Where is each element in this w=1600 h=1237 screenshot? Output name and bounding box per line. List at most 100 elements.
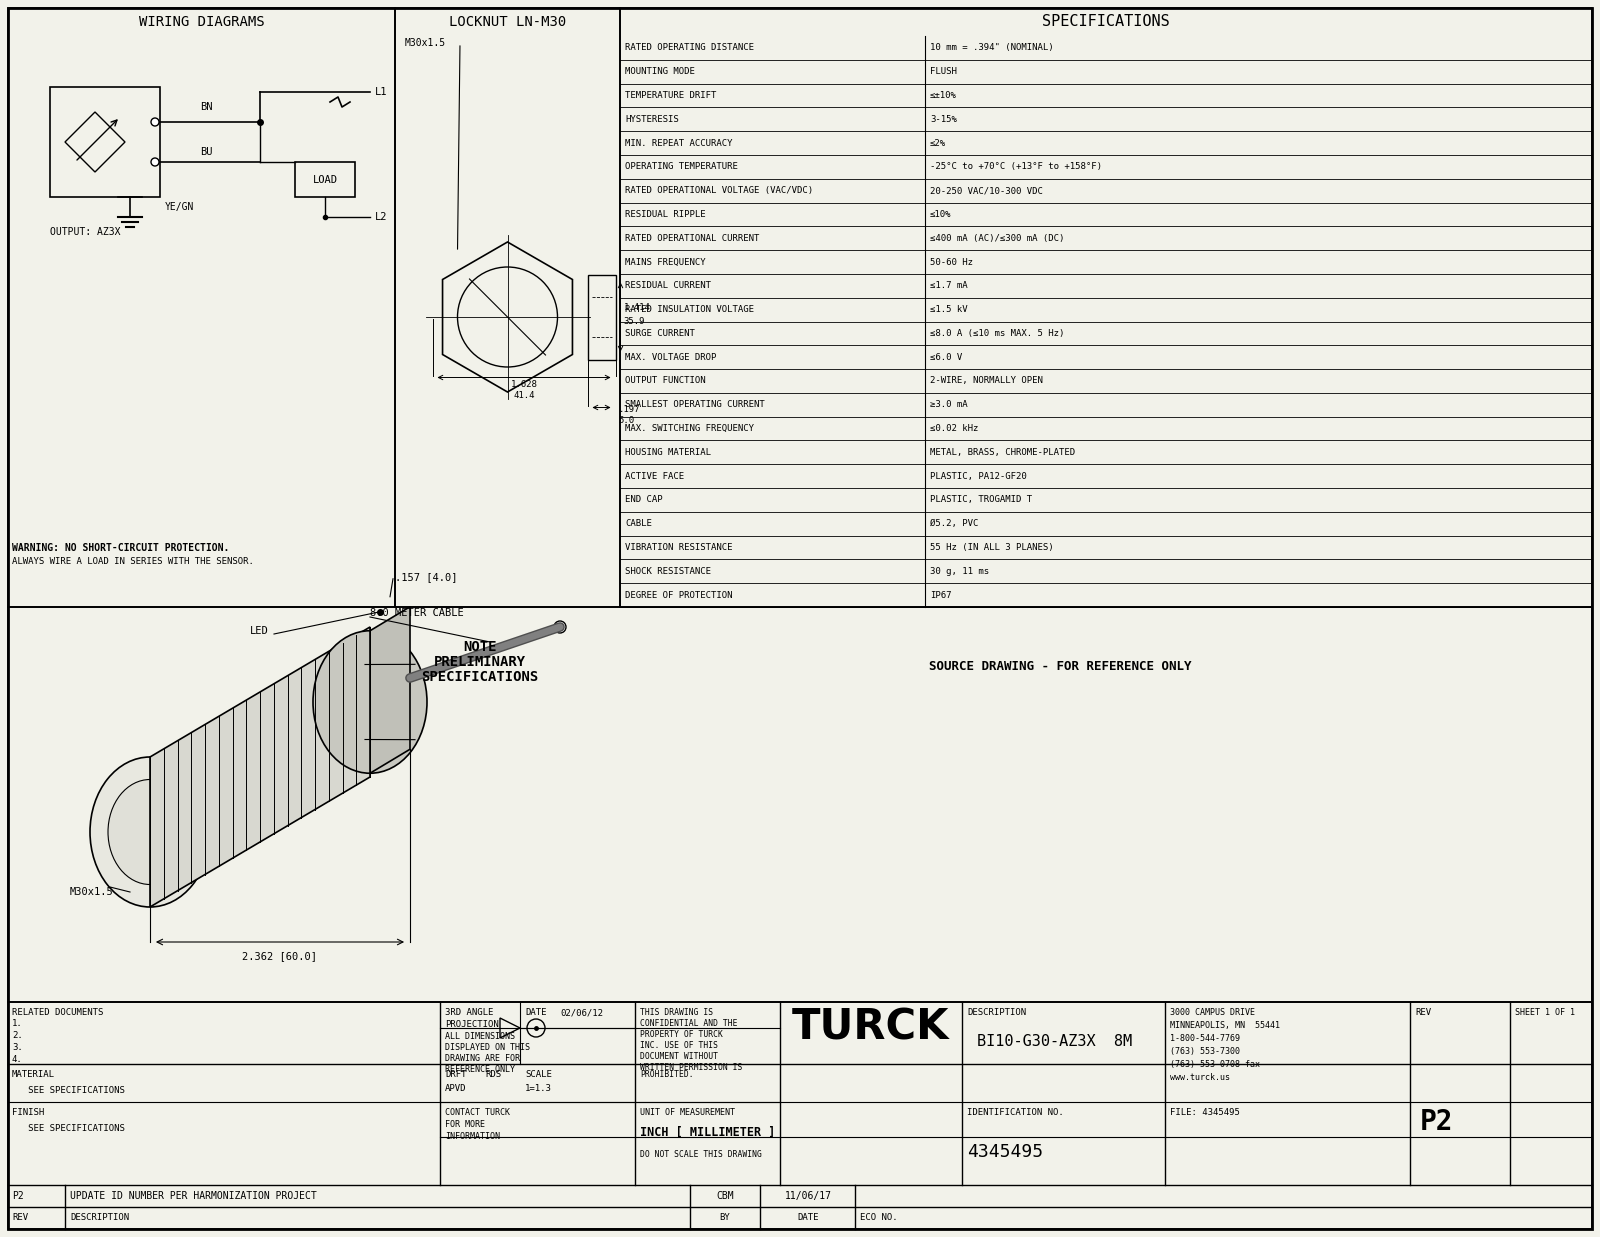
Text: 1=1.3: 1=1.3 [525, 1084, 552, 1094]
Text: 10 mm = .394" (NOMINAL): 10 mm = .394" (NOMINAL) [930, 43, 1054, 52]
Text: CONFIDENTIAL AND THE: CONFIDENTIAL AND THE [640, 1019, 738, 1028]
Bar [8, 607, 1592, 1002]
Text: PLASTIC, TROGAMID T: PLASTIC, TROGAMID T [930, 496, 1032, 505]
Text: DESCRIPTION: DESCRIPTION [70, 1213, 130, 1222]
Text: RDS: RDS [485, 1070, 501, 1079]
Text: 55 Hz (IN ALL 3 PLANES): 55 Hz (IN ALL 3 PLANES) [930, 543, 1054, 552]
Text: APVD: APVD [445, 1084, 467, 1094]
Text: (763) 553-0708 fax: (763) 553-0708 fax [1170, 1060, 1261, 1069]
Text: LOCKNUT LN-M30: LOCKNUT LN-M30 [450, 15, 566, 28]
Text: METAL, BRASS, CHROME-PLATED: METAL, BRASS, CHROME-PLATED [930, 448, 1075, 456]
Text: FILE: 4345495: FILE: 4345495 [1170, 1108, 1240, 1117]
Text: ≤±10%: ≤±10% [930, 92, 957, 100]
Text: IDENTIFICATION NO.: IDENTIFICATION NO. [966, 1108, 1064, 1117]
Text: MIN. REPEAT ACCURACY: MIN. REPEAT ACCURACY [626, 139, 733, 147]
Text: END CAP: END CAP [626, 496, 662, 505]
Text: 2.: 2. [13, 1032, 22, 1040]
Text: DO NOT SCALE THIS DRAWING: DO NOT SCALE THIS DRAWING [640, 1150, 762, 1159]
Text: BY: BY [720, 1213, 730, 1222]
Text: SCALE: SCALE [525, 1070, 552, 1079]
Text: 41.4: 41.4 [514, 391, 534, 400]
Text: ALWAYS WIRE A LOAD IN SERIES WITH THE SENSOR.: ALWAYS WIRE A LOAD IN SERIES WITH THE SE… [13, 558, 254, 567]
Text: UNIT OF MEASUREMENT: UNIT OF MEASUREMENT [640, 1108, 734, 1117]
Text: RATED OPERATIONAL VOLTAGE (VAC/VDC): RATED OPERATIONAL VOLTAGE (VAC/VDC) [626, 186, 813, 195]
Text: WRITTEN PERMISSION IS: WRITTEN PERMISSION IS [640, 1063, 742, 1072]
Text: 4345495: 4345495 [966, 1143, 1043, 1162]
Text: SHEET 1 OF 1: SHEET 1 OF 1 [1515, 1008, 1574, 1017]
Text: 50-60 Hz: 50-60 Hz [930, 257, 973, 266]
Text: Ø5.2, PVC: Ø5.2, PVC [930, 520, 978, 528]
Text: ALL DIMENSIONS: ALL DIMENSIONS [445, 1032, 515, 1042]
Text: CBM: CBM [717, 1191, 734, 1201]
Text: DESCRIPTION: DESCRIPTION [966, 1008, 1026, 1017]
Text: RATED INSULATION VOLTAGE: RATED INSULATION VOLTAGE [626, 306, 754, 314]
Text: www.turck.us: www.turck.us [1170, 1072, 1230, 1082]
Bar [8, 7, 395, 607]
Text: SOURCE DRAWING - FOR REFERENCE ONLY: SOURCE DRAWING - FOR REFERENCE ONLY [928, 661, 1192, 673]
Text: MINNEAPOLIS, MN  55441: MINNEAPOLIS, MN 55441 [1170, 1021, 1280, 1030]
Text: WIRING DIAGRAMS: WIRING DIAGRAMS [139, 15, 264, 28]
Text: RATED OPERATING DISTANCE: RATED OPERATING DISTANCE [626, 43, 754, 52]
Text: FLUSH: FLUSH [930, 67, 957, 77]
Text: RESIDUAL RIPPLE: RESIDUAL RIPPLE [626, 210, 706, 219]
Text: TEMPERATURE DRIFT: TEMPERATURE DRIFT [626, 92, 717, 100]
Text: RATED OPERATIONAL CURRENT: RATED OPERATIONAL CURRENT [626, 234, 760, 242]
Text: 1.628: 1.628 [510, 380, 538, 388]
Text: ≤8.0 A (≤10 ms MAX. 5 Hz): ≤8.0 A (≤10 ms MAX. 5 Hz) [930, 329, 1064, 338]
Text: UPDATE ID NUMBER PER HARMONIZATION PROJECT: UPDATE ID NUMBER PER HARMONIZATION PROJE… [70, 1191, 317, 1201]
Text: INCH [ MILLIMETER ]: INCH [ MILLIMETER ] [640, 1126, 776, 1139]
Text: CONTACT TURCK: CONTACT TURCK [445, 1108, 510, 1117]
Text: OUTPUT FUNCTION: OUTPUT FUNCTION [626, 376, 706, 386]
Text: PROJECTION: PROJECTION [445, 1021, 499, 1029]
Text: 11/06/17: 11/06/17 [784, 1191, 832, 1201]
Text: 20-250 VAC/10-300 VDC: 20-250 VAC/10-300 VDC [930, 186, 1043, 195]
Text: 1.414: 1.414 [624, 303, 650, 312]
Text: REV: REV [1414, 1008, 1430, 1017]
Text: (763) 553-7300: (763) 553-7300 [1170, 1047, 1240, 1056]
Text: FINISH: FINISH [13, 1108, 45, 1117]
Text: HOUSING MATERIAL: HOUSING MATERIAL [626, 448, 710, 456]
Text: LED: LED [250, 626, 269, 636]
Text: YE/GN: YE/GN [165, 202, 194, 212]
Text: P2: P2 [1421, 1108, 1453, 1136]
Text: DISPLAYED ON THIS: DISPLAYED ON THIS [445, 1043, 530, 1051]
Text: NOTE: NOTE [464, 640, 496, 654]
Text: ≤1.5 kV: ≤1.5 kV [930, 306, 968, 314]
Text: CABLE: CABLE [626, 520, 651, 528]
Text: 3.: 3. [13, 1044, 22, 1053]
Text: RELATED DOCUMENTS: RELATED DOCUMENTS [13, 1008, 104, 1017]
Text: 3000 CAMPUS DRIVE: 3000 CAMPUS DRIVE [1170, 1008, 1254, 1017]
Text: 3RD ANGLE: 3RD ANGLE [445, 1008, 493, 1017]
Text: BI10-G30-AZ3X  8M: BI10-G30-AZ3X 8M [978, 1034, 1133, 1049]
Text: MAX. SWITCHING FREQUENCY: MAX. SWITCHING FREQUENCY [626, 424, 754, 433]
Text: -25°C to +70°C (+13°F to +158°F): -25°C to +70°C (+13°F to +158°F) [930, 162, 1102, 172]
Text: ≤6.0 V: ≤6.0 V [930, 353, 962, 361]
Text: DEGREE OF PROTECTION: DEGREE OF PROTECTION [626, 590, 733, 600]
Text: .157 [4.0]: .157 [4.0] [395, 571, 458, 581]
Text: 2-WIRE, NORMALLY OPEN: 2-WIRE, NORMALLY OPEN [930, 376, 1043, 386]
Text: INC. USE OF THIS: INC. USE OF THIS [640, 1042, 718, 1050]
Text: DATE: DATE [525, 1008, 547, 1017]
Bar [294, 162, 355, 197]
Text: ≤10%: ≤10% [930, 210, 952, 219]
Polygon shape [370, 607, 410, 773]
Bar [8, 1002, 1592, 1230]
Text: P2: P2 [13, 1191, 24, 1201]
Text: OPERATING TEMPERATURE: OPERATING TEMPERATURE [626, 162, 738, 172]
Text: 4.: 4. [13, 1055, 22, 1065]
Text: 5.0: 5.0 [619, 416, 635, 426]
Text: 8.0 METER CABLE: 8.0 METER CABLE [370, 609, 464, 618]
Bar [587, 275, 616, 360]
Text: REFERENCE ONLY: REFERENCE ONLY [445, 1065, 515, 1074]
Text: SMALLEST OPERATING CURRENT: SMALLEST OPERATING CURRENT [626, 401, 765, 409]
Text: MOUNTING MODE: MOUNTING MODE [626, 67, 694, 77]
Text: BN: BN [200, 101, 213, 113]
Text: 3-15%: 3-15% [930, 115, 957, 124]
Text: ACTIVE FACE: ACTIVE FACE [626, 471, 685, 481]
Polygon shape [150, 627, 370, 907]
Text: M30x1.5: M30x1.5 [70, 887, 114, 897]
Circle shape [150, 118, 158, 126]
Text: 1-800-544-7769: 1-800-544-7769 [1170, 1034, 1240, 1043]
Text: IP67: IP67 [930, 590, 952, 600]
Text: DOCUMENT WITHOUT: DOCUMENT WITHOUT [640, 1051, 718, 1061]
